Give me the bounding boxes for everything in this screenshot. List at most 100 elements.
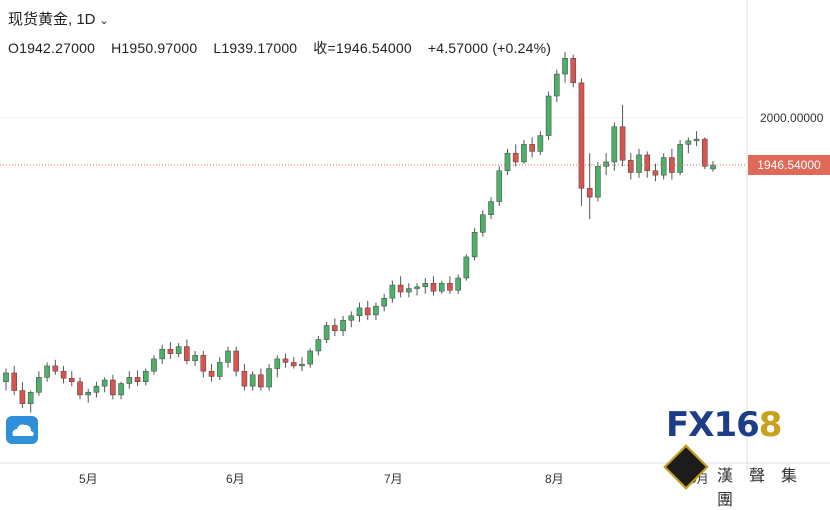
ohlc-legend: O1942.27000 H1950.97000 L1939.17000 收=1946.… <box>8 38 567 58</box>
candle-up <box>488 201 494 215</box>
x-tick-label-aug: 8月 <box>545 472 564 486</box>
candle-up <box>438 283 445 292</box>
candle-up <box>521 144 527 163</box>
candle-up <box>603 161 609 167</box>
candle-down <box>529 144 535 152</box>
candle-up <box>381 297 387 307</box>
candle-up <box>36 377 42 393</box>
candle-down <box>364 307 371 316</box>
candle-up <box>537 135 544 152</box>
candle-down <box>669 157 675 173</box>
logo-eight-text: 8 <box>758 405 783 445</box>
candle-down <box>570 57 577 84</box>
candle-up <box>480 214 486 233</box>
candle-down <box>627 159 634 173</box>
chevron-down-icon[interactable]: ⌄ <box>99 15 109 27</box>
candle-up <box>159 348 165 360</box>
candle-up <box>118 383 124 396</box>
candle-up <box>373 305 379 316</box>
candle-down <box>332 325 338 332</box>
candle-up <box>677 144 683 173</box>
candle-down <box>52 365 59 372</box>
candle-up <box>710 164 716 170</box>
candle-up <box>356 307 363 317</box>
fx168-logo: FX168 <box>666 405 783 445</box>
candle-up <box>340 319 346 332</box>
candle-up <box>389 284 396 299</box>
candle-down <box>241 370 248 387</box>
candle-down <box>110 379 116 396</box>
ohlc-low: L1939.17000 <box>213 40 298 56</box>
candle-up <box>463 256 470 279</box>
y-tick-label-2000: 2000.00000 <box>760 111 824 125</box>
ohlc-high: H1950.97000 <box>111 40 198 56</box>
candle-down <box>134 377 141 382</box>
candle-down <box>644 154 651 171</box>
candle-up <box>504 152 511 171</box>
candle-up <box>496 170 503 202</box>
x-tick-label-jul: 7月 <box>384 472 403 486</box>
symbol-title[interactable]: 现货黄金, 1D ⌄ <box>8 8 125 29</box>
candle-up <box>406 288 412 293</box>
cloud-icon[interactable] <box>6 416 38 444</box>
candle-down <box>578 82 585 189</box>
candle-up <box>192 355 198 361</box>
candle-up <box>554 73 560 97</box>
candle-down <box>447 283 453 291</box>
candle-up <box>44 365 50 378</box>
candle-up <box>274 358 281 369</box>
candle-down <box>512 152 519 163</box>
candle-down <box>652 170 659 176</box>
price-chart[interactable]: 2000.00000 5月 6月 7月 8月 9月 <box>0 0 830 493</box>
last-price-label: 1946.54000 <box>748 155 830 175</box>
candle-up <box>101 379 108 387</box>
candle-up <box>636 154 642 173</box>
candle-down <box>586 188 593 198</box>
candle-up <box>126 377 133 384</box>
logo-fx-text: FX16 <box>666 405 760 445</box>
candle-down <box>167 348 174 354</box>
ohlc-close: 收=1946.54000 <box>313 40 412 56</box>
candle-down <box>701 138 708 167</box>
candle-up <box>3 372 9 382</box>
ohlc-change: +4.57000 (+0.24%) <box>427 40 552 56</box>
candle-up <box>562 57 568 75</box>
candle-up <box>611 126 618 163</box>
x-tick-label-may: 5月 <box>79 472 98 486</box>
candle-up <box>595 166 601 198</box>
candle-down <box>77 381 83 396</box>
candle-up <box>323 325 330 340</box>
candle-up <box>151 358 157 372</box>
candle-up <box>225 350 231 363</box>
candle-up <box>348 315 355 321</box>
symbol-title-text: 现货黄金, 1D <box>8 11 96 28</box>
candle-up <box>175 346 182 354</box>
candle-down <box>11 372 18 391</box>
candle-up <box>545 95 552 136</box>
candle-down <box>282 358 289 363</box>
candle-down <box>397 284 404 293</box>
candle-down <box>184 346 190 361</box>
candle-up <box>471 232 478 258</box>
x-tick-label-jun: 6月 <box>226 472 245 486</box>
candle-up <box>315 339 322 352</box>
candle-down <box>619 126 626 161</box>
candle-down <box>233 350 239 372</box>
candle-up <box>685 140 692 145</box>
candle-down <box>208 370 215 377</box>
candle-up <box>422 283 429 288</box>
candles-layer <box>3 52 716 413</box>
candle-down <box>60 370 67 379</box>
candle-down <box>258 374 264 388</box>
candle-up <box>27 392 34 404</box>
candle-up <box>307 350 313 365</box>
candle-down <box>200 355 207 372</box>
candle-up <box>85 392 92 396</box>
ohlc-open: O1942.27000 <box>8 40 96 56</box>
candle-up <box>142 370 149 382</box>
candle-down <box>68 377 75 382</box>
candle-up <box>93 385 100 393</box>
logo-chinese-text: 漢聲集團 <box>717 468 814 509</box>
candle-up <box>693 138 700 142</box>
candle-down <box>19 390 26 404</box>
